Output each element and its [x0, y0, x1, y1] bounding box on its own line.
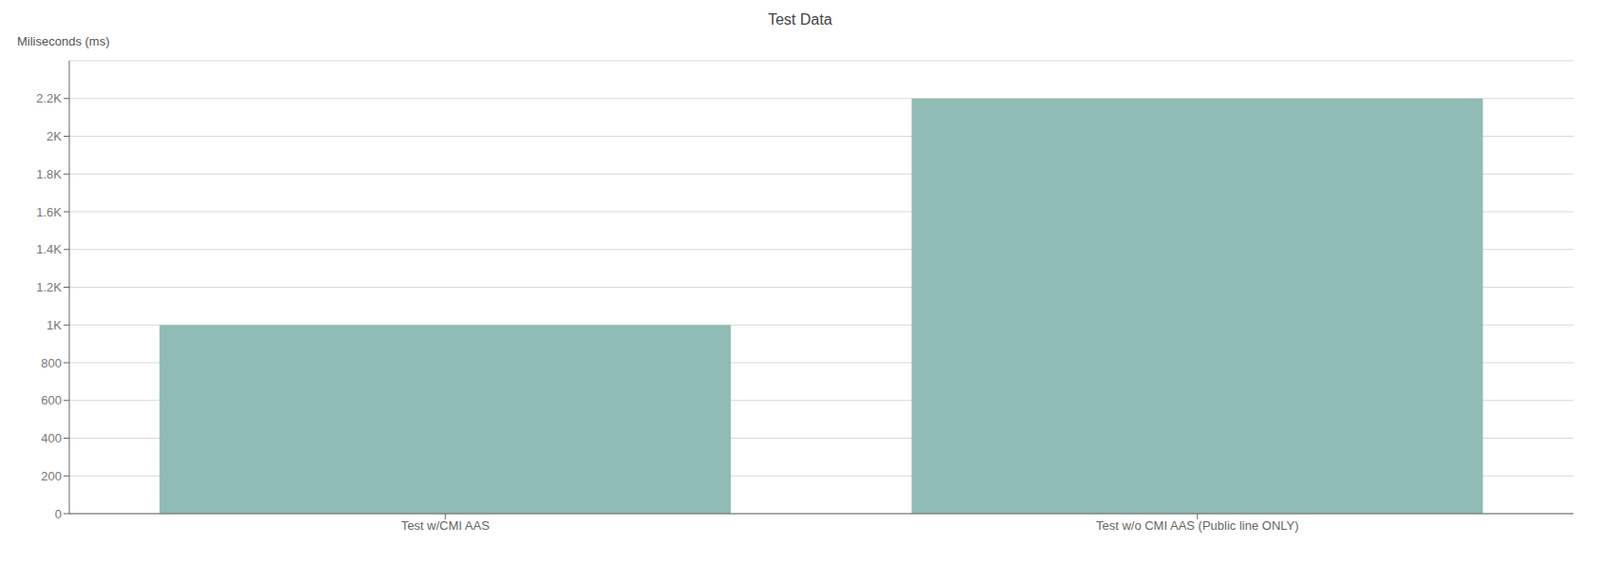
svg-text:1.8K: 1.8K — [36, 167, 62, 182]
svg-text:200: 200 — [40, 468, 62, 484]
svg-text:0: 0 — [55, 506, 62, 521]
svg-text:Test w/o CMI AAS (Public line: Test w/o CMI AAS (Public line ONLY) — [1096, 518, 1300, 533]
svg-text:2.2K: 2.2K — [36, 91, 62, 106]
svg-text:1.4K: 1.4K — [36, 241, 62, 257]
svg-text:600: 600 — [40, 392, 62, 408]
svg-text:1.2K: 1.2K — [36, 279, 62, 295]
html-text:Miliseconds (ms): Miliseconds (ms) — [17, 34, 110, 49]
svg-text:800: 800 — [40, 355, 62, 371]
svg-text:1.6K: 1.6K — [36, 204, 62, 220]
html-text:Test Data: Test Data — [767, 11, 833, 28]
svg-text:2K: 2K — [46, 129, 62, 144]
svg-text:1K: 1K — [46, 317, 62, 333]
svg-text:400: 400 — [40, 430, 62, 446]
svg-text:Test w/CMI AAS: Test w/CMI AAS — [401, 518, 491, 533]
